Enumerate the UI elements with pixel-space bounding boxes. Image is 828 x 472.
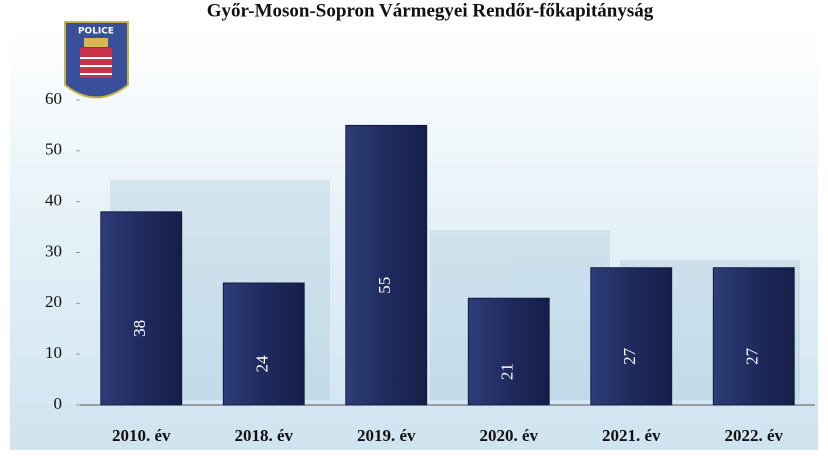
page: Győr-Moson-Sopron Vármegyei Rendőr-főkap… [0, 0, 828, 472]
bar [713, 268, 794, 405]
bar [591, 268, 672, 405]
value-label: 27 [620, 347, 639, 365]
bar [468, 298, 549, 405]
chart: Győr-Moson-Sopron Vármegyei Rendőr-főkap… [0, 0, 828, 472]
y-tick-label: 60 [45, 89, 62, 108]
x-tick-label: 2018. év [234, 426, 293, 445]
y-tick-label: 20 [45, 292, 62, 311]
x-tick-label: 2021. év [602, 426, 661, 445]
y-tick-label: 0 [54, 394, 63, 413]
police-logo: POLICE [65, 22, 128, 98]
bar [101, 212, 182, 405]
value-label: 24 [253, 355, 272, 373]
y-tick-label: 10 [45, 343, 62, 362]
value-label: 21 [498, 363, 517, 380]
x-tick-label: 2020. év [479, 426, 538, 445]
value-label: 27 [743, 347, 762, 365]
bar [346, 125, 427, 405]
bar [223, 283, 304, 405]
x-tick-label: 2022. év [724, 426, 783, 445]
x-tick-label: 2019. év [357, 426, 416, 445]
y-tick-label: 50 [45, 140, 62, 159]
value-label: 55 [375, 277, 394, 294]
y-tick-label: 30 [45, 241, 62, 260]
y-tick-label: 40 [45, 191, 62, 210]
x-tick-label: 2010. év [112, 426, 171, 445]
value-label: 38 [130, 320, 149, 337]
chart-title: Győr-Moson-Sopron Vármegyei Rendőr-főkap… [207, 0, 654, 21]
logo-text: POLICE [78, 27, 114, 37]
